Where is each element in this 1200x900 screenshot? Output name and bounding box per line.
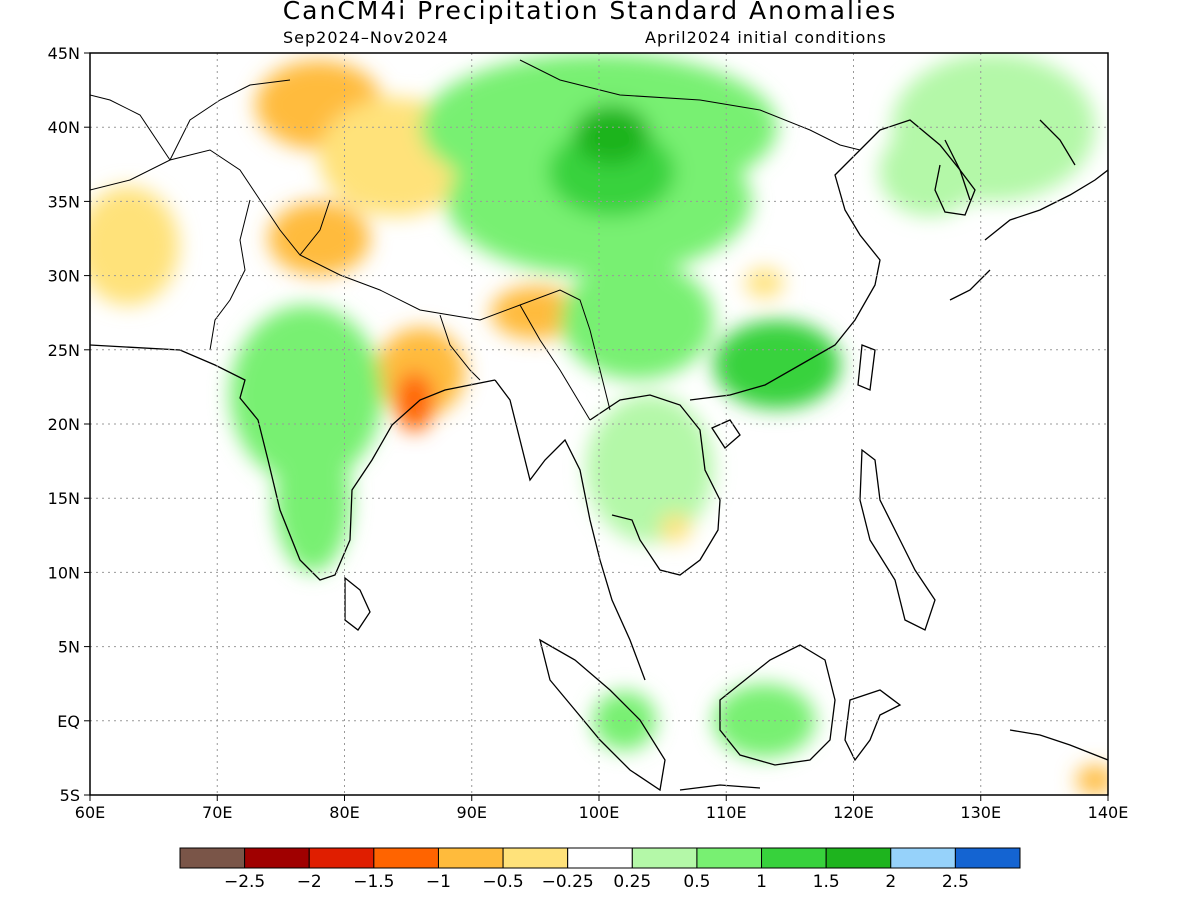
sulawesi-coastline xyxy=(844,689,902,762)
colorbar-label: −0.5 xyxy=(482,872,523,892)
lat-tick-label: 5S xyxy=(60,786,80,805)
lon-tick-label: 80E xyxy=(329,803,359,822)
graticule xyxy=(90,53,1108,795)
lon-tick-label: 120E xyxy=(833,803,874,822)
borneo-coastline xyxy=(719,644,836,766)
japan-coastline xyxy=(949,119,1108,301)
colorbar-label: 2.5 xyxy=(942,872,969,892)
gansu-wet-anomaly xyxy=(573,104,650,165)
korea-coastline xyxy=(934,139,976,216)
colorbar-swatch xyxy=(761,847,827,869)
lat-tick-label: 40N xyxy=(48,118,80,137)
china-coastline xyxy=(689,119,971,401)
lat-tick-label: 20N xyxy=(48,415,80,434)
colorbar-label: 1 xyxy=(756,872,767,892)
cambodia-dry-anomaly xyxy=(660,513,691,543)
lat-tick-label: 5N xyxy=(58,638,80,657)
papua-dry-anomaly xyxy=(1076,765,1108,795)
initial-conditions: April2024 initial conditions xyxy=(645,28,887,47)
colorbar-swatch xyxy=(954,847,1021,869)
colorbar-swatch xyxy=(179,847,246,869)
colorbar-swatch xyxy=(825,847,892,869)
colorbar-label: −0.25 xyxy=(542,872,594,892)
sri-lanka-coastline xyxy=(344,576,371,631)
odisha-dry-anomaly xyxy=(395,372,434,432)
hainan-coastline xyxy=(711,419,741,449)
taiwan-coastline xyxy=(857,344,876,391)
borneo-wet-anomaly xyxy=(713,683,816,758)
iran-dry-anomaly xyxy=(90,186,180,306)
india-coastline xyxy=(90,344,496,581)
new-guinea-coastline xyxy=(1009,729,1108,761)
lat-tick-label: 25N xyxy=(48,341,80,360)
assam-dry-anomaly xyxy=(490,285,580,340)
colorbar: −2.5 −2 −1.5 −1 −0.5 −0.25 0.25 0.5 1 1.5 2 2.5 xyxy=(179,847,1021,892)
lat-tick-label: EQ xyxy=(57,712,80,731)
indochina-coastline xyxy=(589,394,721,576)
colorbar-label: 2 xyxy=(885,872,896,892)
colorbar-label: 0.5 xyxy=(683,872,710,892)
lon-tick-label: 110E xyxy=(706,803,747,822)
changjiang-dry-anomaly xyxy=(745,268,784,298)
forecast-period: Sep2024–Nov2024 xyxy=(283,28,449,47)
colorbar-swatch xyxy=(308,847,375,869)
lat-tick-label: 15N xyxy=(48,489,80,508)
colorbar-swatch xyxy=(890,847,956,869)
colorbar-swatch xyxy=(244,847,310,869)
colorbar-swatch xyxy=(631,847,698,869)
colorbar-swatch xyxy=(502,847,569,869)
lat-tick-label: 35N xyxy=(48,192,80,211)
guangdong-wet-anomaly xyxy=(713,320,841,410)
sumatra-coastline xyxy=(538,638,666,792)
lon-tick-label: 70E xyxy=(202,803,232,822)
philippines-coastline xyxy=(859,448,936,631)
colorbar-swatch xyxy=(373,847,439,869)
colorbar-label: −2.5 xyxy=(224,872,265,892)
colorbar-label: 1.5 xyxy=(813,872,840,892)
colorbar-swatch xyxy=(567,847,633,869)
coastlines xyxy=(90,59,1108,792)
lon-tick-label: 60E xyxy=(75,803,105,822)
colorbar-label: −1 xyxy=(426,872,451,892)
lat-tick-label: 10N xyxy=(48,563,80,582)
korea-wet-anomaly xyxy=(878,127,981,217)
lon-tick-label: 100E xyxy=(579,803,620,822)
java-coastline xyxy=(679,784,761,791)
colorbar-swatch xyxy=(696,847,763,869)
yunnan-wet-anomaly xyxy=(560,260,714,380)
lon-tick-label: 140E xyxy=(1088,803,1129,822)
country-borders xyxy=(90,59,861,421)
lat-tick-label: 45N xyxy=(48,44,80,63)
colorbar-label: −2 xyxy=(297,872,322,892)
colorbar-swatch xyxy=(437,847,504,869)
lon-tick-label: 130E xyxy=(960,803,1001,822)
map-title: CanCM4i Precipitation Standard Anomalies xyxy=(282,0,898,25)
indochina-wet-anomaly xyxy=(586,394,714,543)
lat-tick-label: 30N xyxy=(48,267,80,286)
lon-tick-label: 90E xyxy=(457,803,487,822)
axis-ticks: 60E 70E 80E 90E 100E 110E 120E 130E 140E 45N 40N 35… xyxy=(48,44,1129,822)
myanmar-coastline xyxy=(494,379,646,681)
colorbar-label: −1.5 xyxy=(353,872,394,892)
colorbar-label: 0.25 xyxy=(613,872,651,892)
